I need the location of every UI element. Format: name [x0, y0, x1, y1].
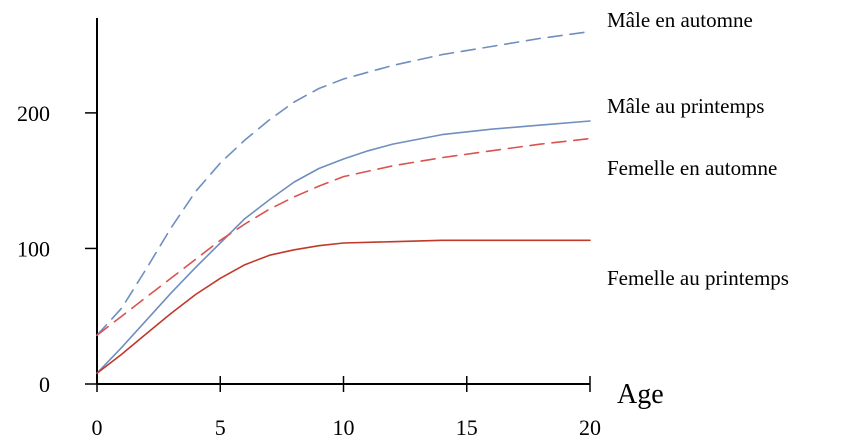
- series-line-male-au-printemps: [96, 120, 591, 374]
- x-tick-label: 20: [579, 415, 601, 440]
- x-tick-label: 0: [92, 415, 103, 440]
- x-tick-label: 5: [215, 415, 226, 440]
- y-tick-label: 0: [39, 372, 50, 397]
- axes: [96, 18, 590, 385]
- series-lines: [96, 30, 591, 374]
- series-label: Mâle en automne: [607, 8, 753, 32]
- x-axis-title: Age: [617, 379, 664, 410]
- series-label: Femelle au printemps: [607, 266, 789, 290]
- y-tick-label: 100: [17, 236, 50, 261]
- series-label: Femelle en automne: [607, 156, 777, 180]
- series-line-femelle-en-automne: [96, 137, 591, 336]
- x-tick-label: 15: [456, 415, 478, 440]
- y-tick-label: 200: [17, 101, 50, 126]
- x-tick-label: 10: [333, 415, 355, 440]
- series-line-femelle-au-printemps: [96, 239, 591, 374]
- series-label: Mâle au printemps: [607, 94, 764, 118]
- series-line-male-en-automne: [96, 30, 591, 336]
- ticks: [85, 112, 591, 392]
